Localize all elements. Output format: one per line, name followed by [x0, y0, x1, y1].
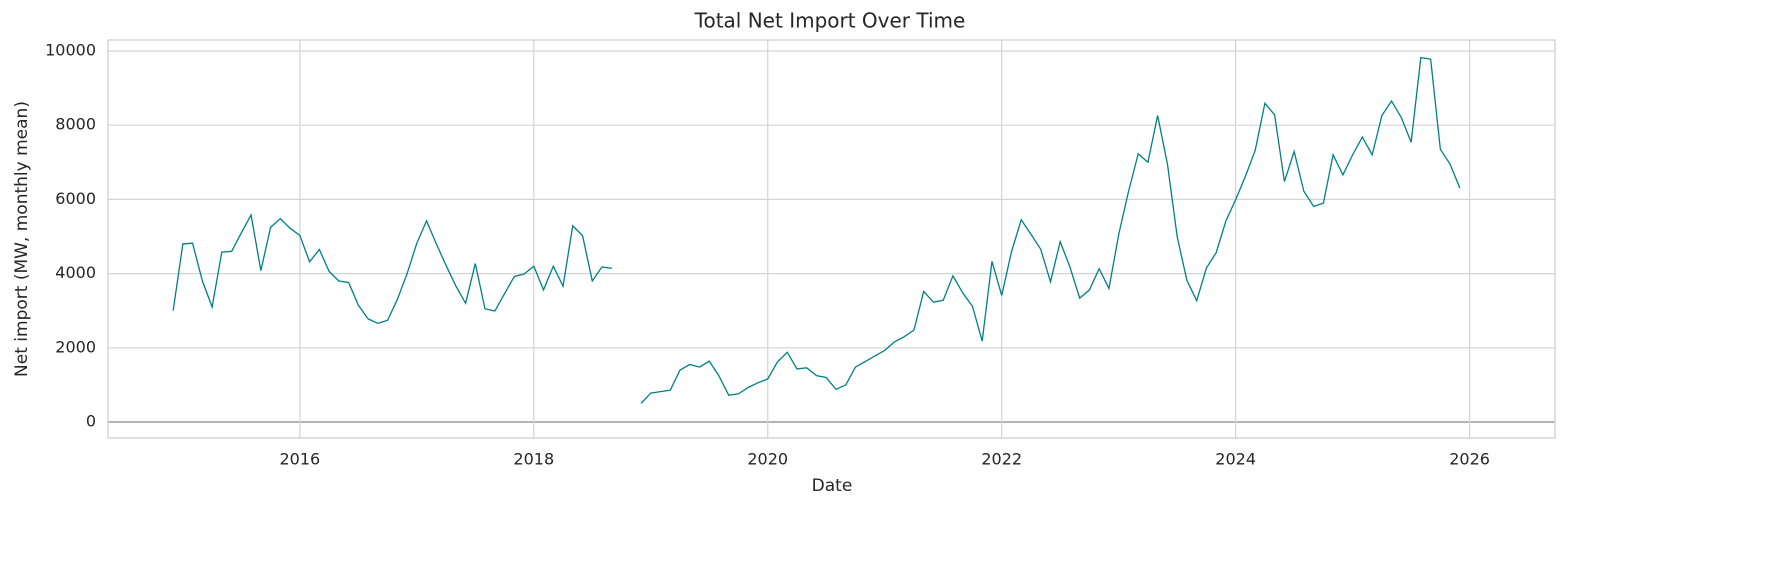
x-axis-label: Date [812, 476, 853, 496]
x-tick-label: 2026 [1449, 450, 1490, 469]
y-tick-label: 6000 [55, 189, 96, 208]
y-tick-label: 0 [86, 412, 96, 431]
x-tick-label: 2018 [513, 450, 554, 469]
chart-title: Total Net Import Over Time [694, 9, 966, 33]
y-tick-label: 2000 [55, 337, 96, 356]
x-tick-label: 2024 [1215, 450, 1256, 469]
x-tick-label: 2020 [747, 450, 788, 469]
x-tick-label: 2016 [279, 450, 320, 469]
y-tick-label: 10000 [45, 40, 96, 59]
x-tick-label: 2022 [981, 450, 1022, 469]
series-line [172, 56, 1461, 404]
y-tick-label: 4000 [55, 263, 96, 282]
plot-frame [107, 39, 1556, 439]
y-tick-label: 8000 [55, 115, 96, 134]
y-axis-label: Net import (MW, monthly mean) [12, 101, 32, 377]
